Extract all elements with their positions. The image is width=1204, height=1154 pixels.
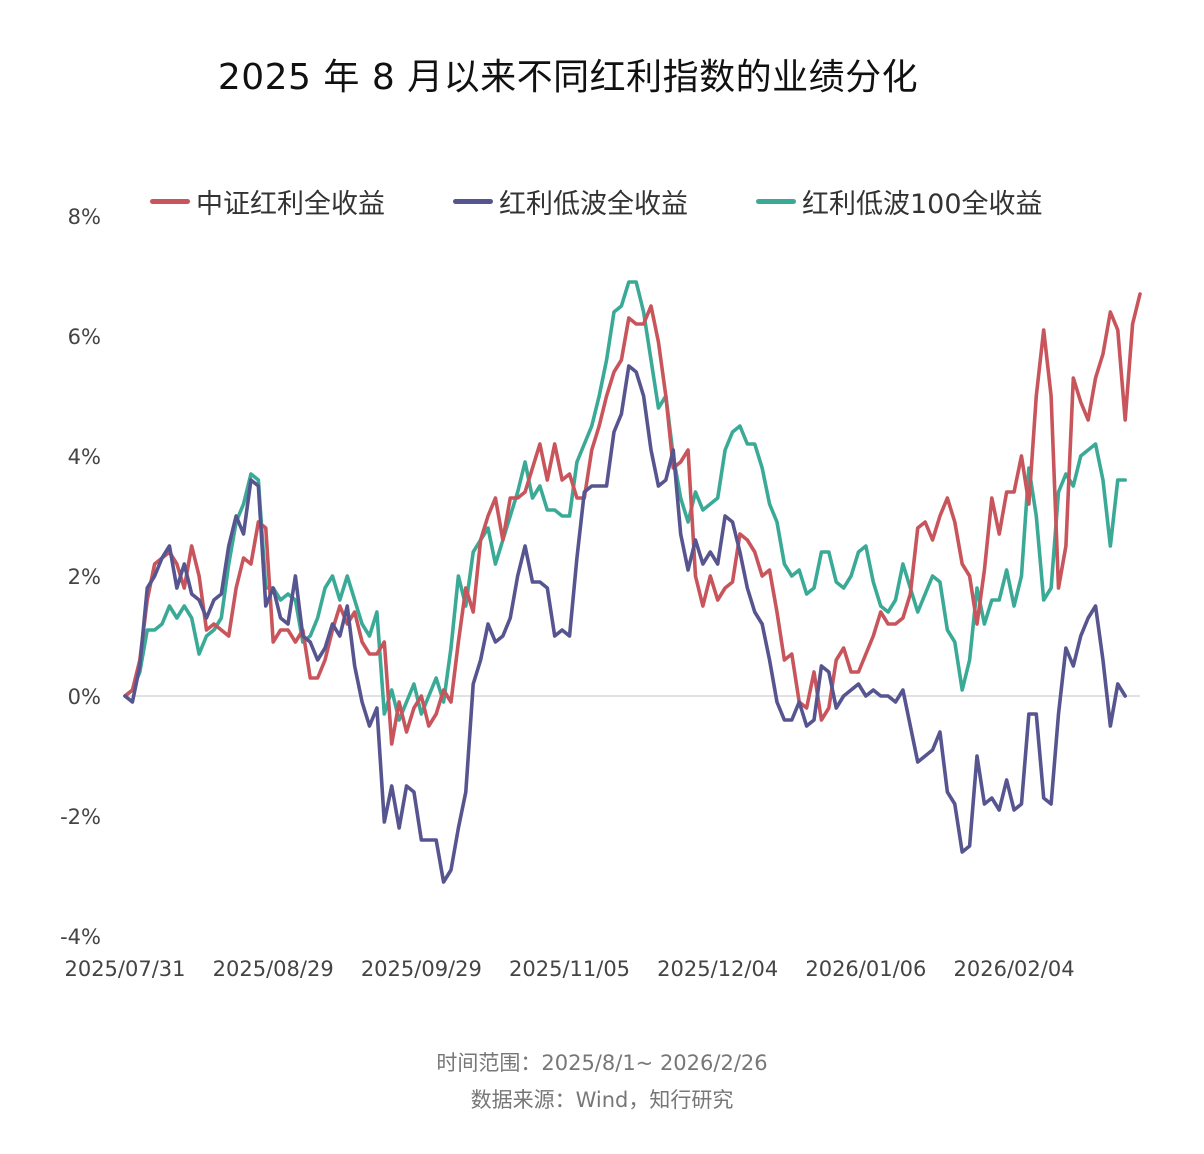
chart-legend: 中证红利全收益 红利低波全收益 红利低波100全收益 xyxy=(150,182,1111,221)
y-tick-label: 4% xyxy=(68,445,101,469)
legend-label-series-2: 红利低波全收益 xyxy=(499,189,688,220)
chart-title: 2025 年 8 月以来不同红利指数的业绩分化 xyxy=(217,57,919,98)
x-tick-label: 2026/02/04 xyxy=(954,957,1075,981)
x-tick-label: 2025/08/29 xyxy=(213,957,334,981)
x-tick-label: 2025/09/29 xyxy=(361,957,482,981)
legend-item-series-2: 红利低波全收益 xyxy=(453,182,688,221)
legend-swatch-series-2 xyxy=(453,199,493,204)
source-note: 数据来源：Wind，知行研究 xyxy=(470,1088,734,1112)
legend-label-series-1: 中证红利全收益 xyxy=(196,189,385,220)
y-tick-label: 2% xyxy=(68,565,101,589)
y-tick-label: -4% xyxy=(60,925,101,949)
y-tick-label: -2% xyxy=(60,805,101,829)
x-tick-label: 2025/12/04 xyxy=(657,957,778,981)
legend-label-series-3: 红利低波100全收益 xyxy=(802,189,1043,220)
x-tick-label: 2026/01/06 xyxy=(805,957,926,981)
y-axis: -4% -2% 0% 2% 4% 6% 8% xyxy=(60,205,101,949)
legend-swatch-series-3 xyxy=(756,199,796,204)
x-tick-label: 2025/11/05 xyxy=(509,957,630,981)
y-tick-label: 0% xyxy=(68,685,101,709)
legend-item-series-1: 中证红利全收益 xyxy=(150,182,385,221)
y-tick-label: 8% xyxy=(68,205,101,229)
x-axis: 2025/07/31 2025/08/29 2025/09/29 2025/11/05… xyxy=(64,957,1074,981)
y-tick-label: 6% xyxy=(68,325,101,349)
series-line-1 xyxy=(123,292,1142,746)
series-lines xyxy=(123,280,1142,884)
x-tick-label: 2025/07/31 xyxy=(64,957,185,981)
series-line-2 xyxy=(123,364,1127,884)
legend-item-series-3: 红利低波100全收益 xyxy=(756,182,1043,221)
legend-swatch-series-1 xyxy=(150,199,190,204)
time-range-note: 时间范围：2025/8/1~ 2026/2/26 xyxy=(436,1051,768,1075)
